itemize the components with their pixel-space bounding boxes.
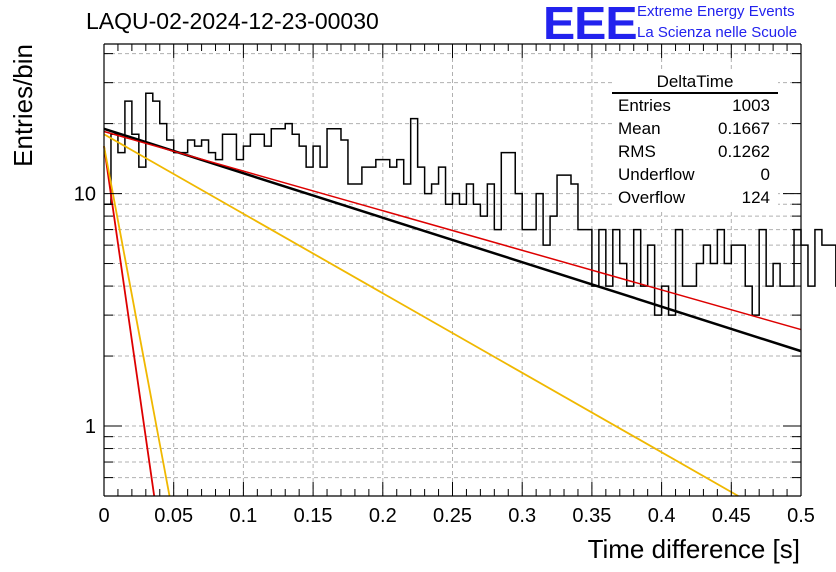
stats-value: 0.1667 <box>718 119 770 138</box>
stats-value: 124 <box>741 188 770 207</box>
stats-label: Underflow <box>618 165 695 184</box>
stats-row-underflow: Underflow 0 <box>612 163 778 186</box>
x-tick-label: 0.5 <box>787 505 815 527</box>
fit-line <box>103 127 802 353</box>
axes-frame <box>103 43 802 497</box>
org-name-line2: La Scienza nelle Scuole <box>637 24 798 41</box>
x-tick-label: 0.4 <box>648 505 676 527</box>
fit-line <box>103 145 156 497</box>
histogram-outline <box>104 92 836 316</box>
eee-logo: EEE <box>543 0 638 49</box>
y-tick-label: 1 <box>85 416 96 438</box>
run-title: LAQU-02-2024-12-23-00030 <box>86 8 379 34</box>
x-tick-label: 0 <box>98 505 109 527</box>
stats-label: RMS <box>618 142 656 161</box>
fit-line <box>103 133 739 497</box>
x-tick-label: 0.2 <box>369 505 397 527</box>
fit-line <box>103 130 802 331</box>
stats-label: Mean <box>618 119 661 138</box>
x-tick-label: 0.1 <box>229 505 257 527</box>
stats-value: 1003 <box>732 96 770 115</box>
stats-box-title: DeltaTime <box>612 72 778 94</box>
x-tick-label: 0.25 <box>433 505 472 527</box>
x-tick-label: 0.05 <box>154 505 193 527</box>
stats-label: Overflow <box>618 188 686 207</box>
x-tick-label: 0.3 <box>508 505 536 527</box>
tick-labels: 0 0.05 0.1 0.15 0.2 0.25 0.3 0.35 0.4 0.45 0.5 1 10 <box>74 184 815 527</box>
fit-curves <box>103 127 802 497</box>
org-name-line1: Extreme Energy Events <box>637 3 795 20</box>
x-tick-label: 0.15 <box>294 505 333 527</box>
stats-label: Entries <box>618 96 671 115</box>
y-tick-label: 10 <box>74 184 96 206</box>
histogram-bars <box>104 92 836 316</box>
x-axis-label: Time difference [s] <box>588 534 800 564</box>
y-axis-label: Entries/bin <box>8 44 38 167</box>
stats-row-entries: Entries 1003 <box>612 94 778 117</box>
stats-value: 0 <box>760 165 770 184</box>
stats-box: DeltaTime Entries 1003 Mean 0.1667 RMS 0… <box>612 72 778 209</box>
x-tick-label: 0.35 <box>572 505 611 527</box>
stats-row-mean: Mean 0.1667 <box>612 117 778 140</box>
fit-line <box>103 145 171 497</box>
stats-value: 0.1262 <box>718 142 770 161</box>
stats-row-overflow: Overflow 124 <box>612 186 778 209</box>
x-tick-label: 0.45 <box>712 505 751 527</box>
stats-row-rms: RMS 0.1262 <box>612 140 778 163</box>
